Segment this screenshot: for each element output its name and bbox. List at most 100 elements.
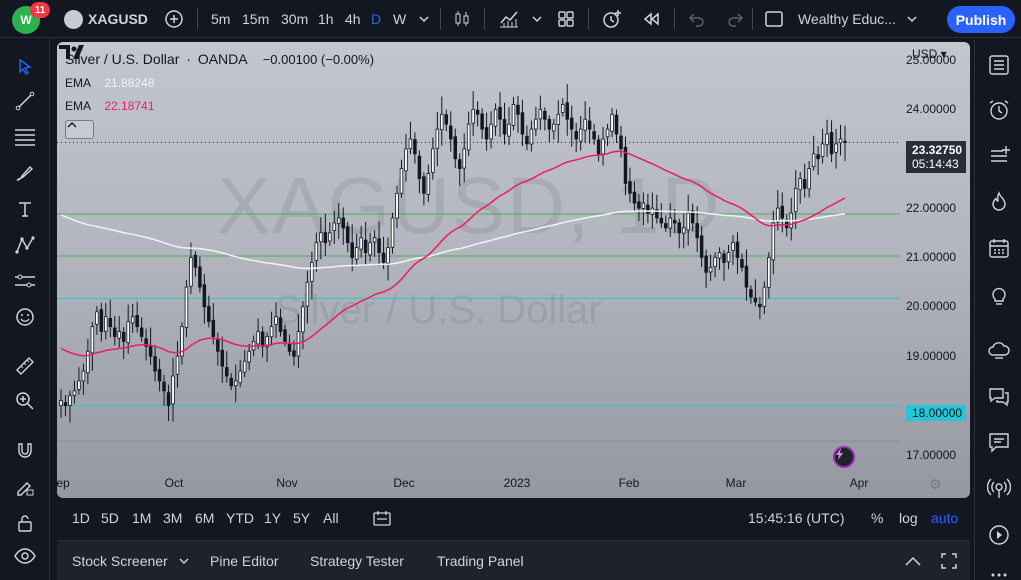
timeframe-5m[interactable]: 5m	[211, 11, 231, 27]
candle-body	[220, 349, 225, 367]
candle-body	[148, 345, 153, 357]
pattern-tool-icon[interactable]	[13, 233, 37, 257]
candle-body	[673, 219, 677, 224]
replay-icon[interactable]	[641, 0, 661, 38]
legend-ema-slow[interactable]: EMA 22.18741	[65, 99, 154, 113]
maximize-panel-icon[interactable]	[941, 541, 957, 580]
brush-icon[interactable]	[13, 161, 37, 185]
candle-body	[520, 112, 525, 135]
date-range-calendar-icon[interactable]	[373, 500, 391, 536]
candle-body	[238, 370, 242, 384]
symbol-search-button[interactable]: XAGUSD	[88, 11, 148, 27]
timeframe-d[interactable]: D	[371, 11, 382, 27]
fib-retracement-icon[interactable]	[13, 125, 37, 149]
indicators-icon[interactable]	[498, 0, 520, 38]
compare-add-icon[interactable]	[164, 0, 184, 38]
chart-pane[interactable]: XAGUSD, 1D Silver / U.S. Dollar Silver /…	[57, 42, 970, 498]
lock-drawing-pencil-icon[interactable]	[13, 475, 37, 499]
chevron-down-icon[interactable]	[531, 0, 543, 38]
chats-icon[interactable]	[986, 384, 1012, 410]
legend-collapse-button[interactable]	[65, 120, 94, 139]
fullscreen-square-icon[interactable]	[764, 0, 784, 38]
prediction-tool-icon[interactable]	[13, 269, 37, 293]
ideas-lightbulb-icon[interactable]	[986, 283, 1012, 309]
ema-slow-line	[60, 150, 846, 357]
chevron-down-icon[interactable]	[418, 0, 430, 38]
percent-scale-toggle[interactable]: %	[871, 510, 884, 526]
log-scale-toggle[interactable]: log	[899, 510, 918, 526]
range-1d[interactable]: 1D	[72, 510, 90, 526]
cursor-icon[interactable]	[13, 55, 37, 79]
signals-broadcast-icon[interactable]	[986, 476, 1012, 502]
alarm-clock-icon[interactable]	[986, 97, 1012, 123]
candle-body	[516, 104, 520, 115]
range-6m[interactable]: 6M	[195, 510, 215, 526]
tab-pine-editor[interactable]: Pine Editor	[210, 553, 279, 569]
candle-body	[198, 266, 202, 288]
candle-body	[408, 138, 413, 150]
zoom-in-icon[interactable]	[13, 389, 37, 413]
ema-value: 21.88248	[104, 76, 155, 90]
lock-icon[interactable]	[13, 511, 37, 535]
streams-cloud-icon[interactable]	[986, 337, 1012, 363]
chevron-down-icon[interactable]	[906, 0, 918, 38]
redo-icon[interactable]	[726, 0, 744, 38]
messages-icon[interactable]	[986, 429, 1012, 455]
timeframe-4h[interactable]: 4h	[345, 11, 361, 27]
divider	[752, 8, 753, 30]
alert-clock-icon[interactable]	[601, 0, 623, 38]
timeframe-30m[interactable]: 30m	[281, 11, 309, 27]
magnet-icon[interactable]	[13, 439, 37, 463]
time-tick-label: 2023	[503, 476, 531, 490]
tradingview-logo-icon[interactable]	[57, 42, 91, 62]
gear-icon[interactable]: ⚙	[929, 476, 942, 492]
chevron-up-icon[interactable]	[904, 541, 922, 580]
layout-name-button[interactable]: Wealthy Educ...	[798, 11, 896, 27]
range-all[interactable]: All	[323, 510, 339, 526]
publish-button[interactable]: Publish	[947, 6, 1015, 33]
hotlist-flame-icon[interactable]	[986, 189, 1012, 215]
play-help-icon[interactable]	[986, 522, 1012, 548]
clock-timezone[interactable]: 15:45:16 (UTC)	[748, 510, 845, 526]
text-tool-icon[interactable]	[13, 197, 37, 221]
undo-icon[interactable]	[688, 0, 706, 38]
more-icon[interactable]	[986, 561, 1012, 580]
candle-body	[72, 390, 77, 396]
tab-stock-screener[interactable]: Stock Screener	[72, 541, 190, 580]
watchlist-icon[interactable]	[986, 52, 1012, 78]
range-1m[interactable]: 1M	[132, 510, 152, 526]
range-ytd[interactable]: YTD	[226, 510, 254, 526]
range-5y[interactable]: 5Y	[293, 510, 311, 526]
range-1y[interactable]: 1Y	[264, 510, 282, 526]
candle-body	[278, 317, 283, 332]
candle-body	[816, 154, 820, 160]
candle-body	[68, 395, 72, 406]
candle-body	[690, 210, 695, 224]
ruler-icon[interactable]	[13, 354, 37, 378]
candle-body	[605, 128, 610, 138]
flash-icon[interactable]	[833, 446, 855, 468]
range-5d[interactable]: 5D	[101, 510, 119, 526]
auto-scale-toggle[interactable]: auto	[931, 510, 959, 526]
tab-strategy-tester[interactable]: Strategy Tester	[310, 553, 404, 569]
data-window-icon[interactable]	[986, 143, 1012, 169]
range-3m[interactable]: 3M	[163, 510, 183, 526]
timeframe-15m[interactable]: 15m	[242, 11, 270, 27]
emoji-icon[interactable]	[13, 305, 37, 329]
calendar-icon[interactable]	[986, 235, 1012, 261]
trend-line-icon[interactable]	[13, 89, 37, 113]
ema-fast-line	[60, 210, 846, 270]
tab-trading-panel[interactable]: Trading Panel	[437, 553, 524, 569]
currency-selector[interactable]: USD ▾	[912, 47, 947, 61]
timeframe-w[interactable]: W	[393, 11, 407, 27]
candle-style-icon[interactable]	[452, 0, 472, 38]
candle-body	[466, 123, 471, 151]
candle-body	[189, 257, 193, 287]
legend-ema-fast[interactable]: EMA 21.88248	[65, 76, 154, 90]
templates-grid-icon[interactable]	[556, 0, 576, 38]
timeframe-1h[interactable]: 1h	[318, 11, 334, 27]
candle-body	[829, 132, 834, 155]
candle-body	[417, 155, 422, 179]
eye-icon[interactable]	[13, 544, 37, 568]
candle-body	[305, 281, 310, 307]
